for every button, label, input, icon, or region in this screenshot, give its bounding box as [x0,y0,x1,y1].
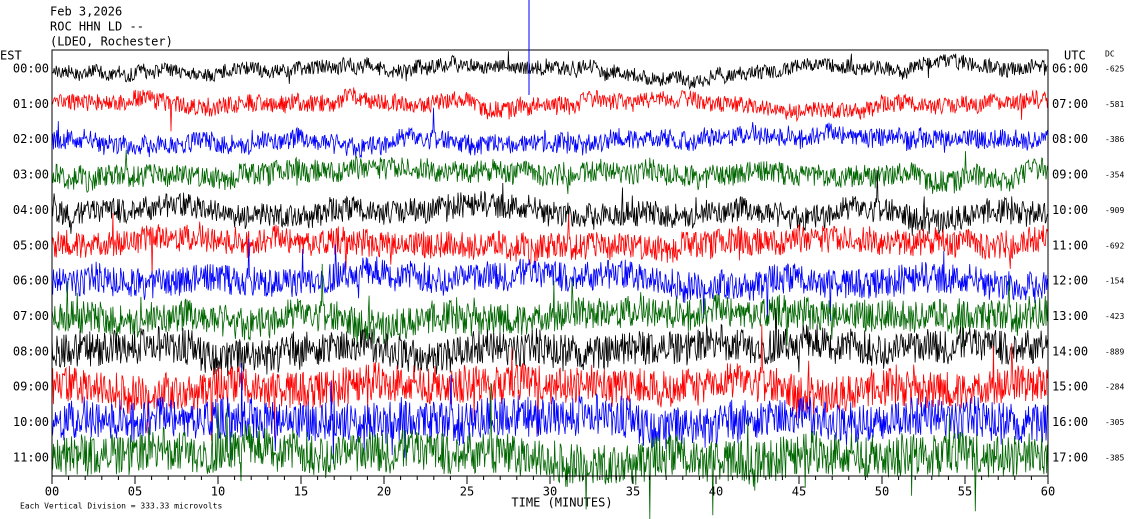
dc-value: -305 [1105,418,1124,427]
utc-label: 14:00 [1052,344,1088,358]
utc-label: 17:00 [1052,450,1088,464]
utc-label: 15:00 [1052,380,1088,394]
utc-label: 06:00 [1052,62,1088,76]
trace [51,107,1048,159]
dc-value: -909 [1105,206,1124,215]
utc-label: 12:00 [1052,274,1088,288]
dc-value: -423 [1105,312,1124,321]
trace [51,149,1048,195]
est-label: 05:00 [13,238,49,252]
est-label: 00:00 [13,62,49,76]
dc-value: -385 [1105,453,1124,462]
trace [51,363,1048,464]
dc-title: DC [1105,50,1115,59]
traces [51,51,1048,519]
est-label: 04:00 [13,203,49,217]
trace [51,238,1048,324]
x-tick-label: 50 [875,485,889,499]
est-label: 11:00 [13,450,49,464]
x-axis-title: TIME (MINUTES) [511,496,612,510]
station: ROC HHN LD -- [50,20,144,34]
dc-value: -692 [1105,241,1124,250]
est-label: 08:00 [13,344,49,358]
utc-label: 11:00 [1052,238,1088,252]
utc-label: 09:00 [1052,168,1088,182]
x-tick-label: 40 [709,485,723,499]
dc-value: -154 [1105,277,1124,286]
x-tick-label: 60 [1041,485,1055,499]
est-label: 10:00 [13,415,49,429]
est-label: 09:00 [13,380,49,394]
est-label: 06:00 [13,274,49,288]
place: (LDEO, Rochester) [50,35,173,49]
trace [51,382,1048,519]
trace [51,213,1048,279]
trace [51,87,1048,132]
date: Feb 3,2026 [50,5,122,19]
footer: Each Vertical Division = 333.33 microvol… [20,502,222,511]
est-label: 07:00 [13,309,49,323]
trace [51,51,1048,91]
dc-value: -284 [1105,383,1124,392]
dc-value: -625 [1105,65,1124,74]
right-axis-title: UTC [1064,49,1086,63]
est-label: 02:00 [13,132,49,146]
left-axis-title: EST [0,49,22,63]
utc-label: 07:00 [1052,97,1088,111]
x-tick-label: 05 [128,485,142,499]
x-tick-label: 10 [211,485,225,499]
x-tick-label: 15 [294,485,308,499]
dc-value: -889 [1105,347,1124,356]
x-tick-label: 30 [543,485,557,499]
utc-label: 10:00 [1052,203,1088,217]
utc-label: 13:00 [1052,309,1088,323]
dc-value: -386 [1105,135,1124,144]
trace [51,307,1048,377]
utc-label: 16:00 [1052,415,1088,429]
x-tick-label: 25 [460,485,474,499]
x-tick-label: 45 [792,485,806,499]
x-tick-label: 00 [45,485,59,499]
utc-label: 08:00 [1052,132,1088,146]
dc-value: -581 [1105,100,1124,109]
trace [51,263,1048,348]
x-tick-label: 55 [958,485,972,499]
est-label: 01:00 [13,97,49,111]
trace [52,324,1048,441]
trace [51,170,1048,236]
x-tick-label: 35 [626,485,640,499]
x-tick-label: 20 [377,485,391,499]
dc-value: -354 [1105,171,1124,180]
est-label: 03:00 [13,168,49,182]
